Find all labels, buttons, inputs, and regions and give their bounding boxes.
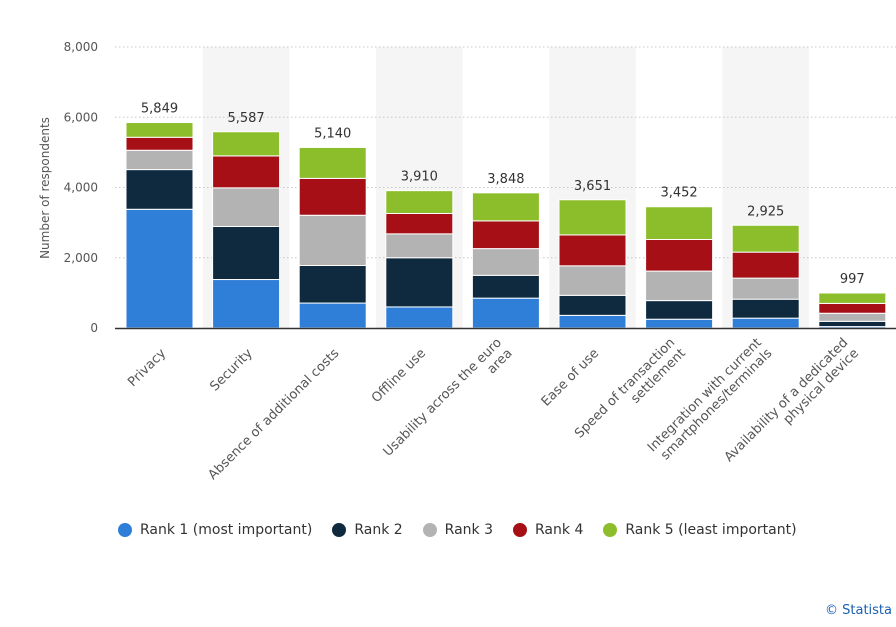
y-tick-label: 8,000 <box>64 40 98 54</box>
bar-segment[interactable] <box>558 234 627 267</box>
bar-segment[interactable] <box>125 169 194 210</box>
bar-segment[interactable] <box>385 257 454 308</box>
legend-label: Rank 4 <box>535 522 584 538</box>
bar-segment[interactable] <box>212 279 281 329</box>
bar-totals: 5,849 5,587 5,140 3,910 3,848 3,651 3,452 2,925… <box>141 102 865 287</box>
x-tick-label: Ease of use <box>539 346 602 409</box>
stacked-bar-chart: 0 2,000 4,000 6,000 8,000 Number of responde… <box>38 40 896 483</box>
bar-segment[interactable] <box>298 302 367 329</box>
bar-segment[interactable] <box>731 224 800 253</box>
bar-segment[interactable] <box>645 206 714 240</box>
x-tick-label: Privacy <box>125 346 169 390</box>
bar-segment[interactable] <box>125 136 194 151</box>
legend-item[interactable]: Rank 3 <box>422 522 494 538</box>
legend-marker <box>603 523 618 537</box>
bar-segment[interactable] <box>385 233 454 259</box>
svg-text:Offline use: Offline use <box>369 346 429 406</box>
bar-segment[interactable] <box>298 177 367 216</box>
bar-segment[interactable] <box>645 238 714 272</box>
bar-segment[interactable] <box>212 131 281 157</box>
legend-item[interactable]: Rank 2 <box>332 522 403 538</box>
bar-segment[interactable] <box>818 312 887 322</box>
bar-segment[interactable] <box>471 274 540 299</box>
y-axis: 0 2,000 4,000 6,000 8,000 <box>64 40 98 335</box>
bar-segment[interactable] <box>645 270 714 302</box>
bar-segment[interactable] <box>731 251 800 279</box>
bars <box>125 122 887 329</box>
y-tick-label: 4,000 <box>64 181 98 195</box>
legend-marker <box>332 523 347 537</box>
bar-total-label: 3,848 <box>487 172 524 187</box>
bar-segment[interactable] <box>212 155 281 189</box>
legend-marker <box>422 523 437 537</box>
bar-total-label: 5,849 <box>141 102 178 117</box>
bar-segment[interactable] <box>558 199 627 236</box>
bar-total-label: 3,452 <box>660 186 697 201</box>
x-tick-label: Offline use <box>369 346 429 406</box>
bar-segment[interactable] <box>212 225 281 281</box>
svg-text:Privacy: Privacy <box>125 346 169 390</box>
legend-item[interactable]: Rank 4 <box>513 522 583 538</box>
y-tick-label: 2,000 <box>64 251 98 265</box>
x-tick-label: Security <box>207 346 256 395</box>
legend-label: Rank 2 <box>354 522 403 538</box>
bar-total-label: 3,651 <box>574 179 611 194</box>
bar-segment[interactable] <box>818 292 887 304</box>
bar-segment[interactable] <box>645 318 714 329</box>
bar-segment[interactable] <box>558 265 627 296</box>
legend: Rank 1 (most important) Rank 2 Rank 3 Rank … <box>118 522 797 538</box>
bar-segment[interactable] <box>298 214 367 266</box>
bar-segment[interactable] <box>212 187 281 227</box>
bar-segment[interactable] <box>471 220 540 250</box>
bar-segment[interactable] <box>385 212 454 235</box>
y-axis-label: Number of respondents <box>38 117 52 259</box>
bar-segment[interactable] <box>471 297 540 329</box>
bar-segment[interactable] <box>731 298 800 319</box>
bar-segment[interactable] <box>818 320 887 328</box>
bar-total-label: 5,587 <box>227 111 264 126</box>
bar-segment[interactable] <box>298 264 367 304</box>
svg-text:Usability across the euroarea: Usability across the euroarea <box>381 335 516 470</box>
bar-segment[interactable] <box>298 146 367 179</box>
bar-total-label: 2,925 <box>747 204 784 219</box>
legend-label: Rank 3 <box>444 522 494 538</box>
statista-credit[interactable]: © Statista <box>825 603 892 618</box>
bar-segment[interactable] <box>558 294 627 316</box>
bar-segment[interactable] <box>471 248 540 276</box>
bar-total-label: 997 <box>840 272 865 287</box>
bar-segment[interactable] <box>731 317 800 329</box>
bar-segment[interactable] <box>645 300 714 320</box>
svg-text:Security: Security <box>207 346 256 395</box>
bar-segment[interactable] <box>818 302 887 314</box>
bar-segment[interactable] <box>125 208 194 329</box>
legend-label: Rank 5 (least important) <box>625 522 797 538</box>
y-tick-label: 6,000 <box>64 110 98 124</box>
bar-segment[interactable] <box>558 314 627 329</box>
bar-segment[interactable] <box>125 149 194 171</box>
bar-segment[interactable] <box>385 306 454 329</box>
bar-segment[interactable] <box>125 122 194 138</box>
x-tick-label: Usability across the euroarea <box>381 335 516 470</box>
legend-item[interactable]: Rank 5 (least important) <box>603 522 797 538</box>
y-tick-label: 0 <box>90 321 98 335</box>
bar-segment[interactable] <box>471 192 540 222</box>
bar-total-label: 5,140 <box>314 126 351 141</box>
legend-marker <box>118 523 132 537</box>
svg-text:Ease of use: Ease of use <box>539 346 602 409</box>
legend-item[interactable]: Rank 1 (most important) <box>118 522 312 538</box>
legend-marker <box>513 523 528 537</box>
bar-segment[interactable] <box>731 277 800 300</box>
bar-total-label: 3,910 <box>401 170 438 185</box>
bar-segment[interactable] <box>385 190 454 214</box>
legend-label: Rank 1 (most important) <box>140 522 313 538</box>
